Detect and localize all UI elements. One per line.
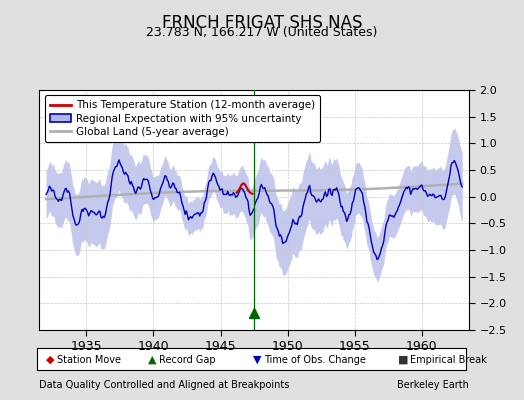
Text: Record Gap: Record Gap [159, 355, 215, 365]
Text: FRNCH FRIGAT SHS NAS: FRNCH FRIGAT SHS NAS [162, 14, 362, 32]
Text: 23.783 N, 166.217 W (United States): 23.783 N, 166.217 W (United States) [146, 26, 378, 39]
Text: ▲: ▲ [148, 355, 156, 365]
Text: Empirical Break: Empirical Break [410, 355, 487, 365]
Text: Station Move: Station Move [57, 355, 121, 365]
Text: Data Quality Controlled and Aligned at Breakpoints: Data Quality Controlled and Aligned at B… [39, 380, 290, 390]
Text: Time of Obs. Change: Time of Obs. Change [264, 355, 365, 365]
Text: ◆: ◆ [46, 355, 54, 365]
Text: ▼: ▼ [253, 355, 261, 365]
Text: ■: ■ [398, 355, 409, 365]
Text: Berkeley Earth: Berkeley Earth [397, 380, 469, 390]
Legend: This Temperature Station (12-month average), Regional Expectation with 95% uncer: This Temperature Station (12-month avera… [45, 95, 320, 142]
